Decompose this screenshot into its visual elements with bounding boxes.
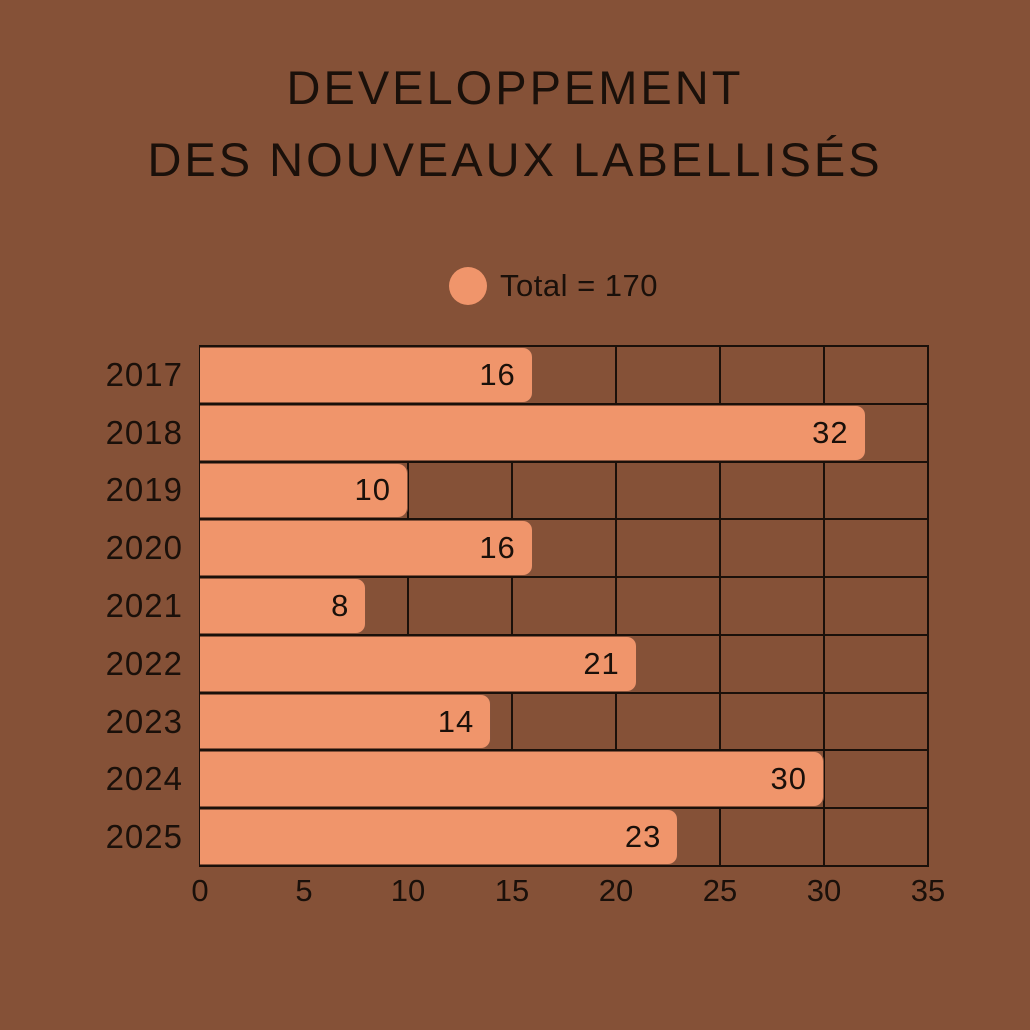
x-axis-tick-label: 10 [390,873,426,908]
x-gridline [927,346,929,866]
year-label: 2023 [105,702,183,740]
bar-2024: 30 [200,751,824,808]
x-axis-tick-label: 5 [295,873,313,908]
x-gridline [823,346,825,866]
row-gridline [199,518,929,521]
legend-swatch-circle [449,267,487,305]
legend: Total = 170 [449,267,658,305]
bar-value-label: 21 [583,645,620,681]
row-gridline [199,402,929,405]
x-axis-tick-label: 20 [598,873,634,908]
year-label: 2024 [105,760,183,798]
year-label: 2025 [105,818,183,856]
x-gridline [407,346,409,866]
bar-value-label: 8 [331,587,350,623]
row-gridline [199,749,929,752]
row-gridline [199,865,929,867]
x-gridline [719,346,721,866]
year-label: 2018 [105,413,183,451]
x-axis-tick-label: 15 [494,873,530,908]
x-axis-tick-label: 0 [191,873,209,908]
bar-2021: 8 [200,578,367,634]
x-gridline [511,346,513,866]
bar-value-label: 32 [812,414,849,450]
x-axis-tick-label: 30 [806,873,842,908]
year-label: 2019 [105,471,183,509]
x-axis-tick-label: 35 [910,873,946,908]
year-label: 2020 [105,529,183,567]
row-gridline [199,460,929,463]
x-axis-tick-label: 25 [702,873,738,908]
bar-value-label: 16 [479,356,516,392]
bar-value-label: 16 [479,530,516,566]
chart-title-line1: DEVELOPPEMENT [286,61,744,114]
chart-title: DEVELOPPEMENT DES NOUVEAUX LABELLISÉS [0,52,1030,196]
bar-2017: 16 [200,347,533,403]
row-gridline [199,633,929,636]
bar-2025: 23 [200,809,679,865]
year-label: 2021 [105,586,183,624]
row-gridline [199,691,929,694]
bar-2018: 32 [200,404,866,461]
year-label: 2022 [105,644,183,682]
year-label: 2017 [105,355,183,393]
row-gridline [199,576,929,579]
bar-2022: 21 [200,635,637,692]
row-gridline [199,345,929,347]
bar-value-label: 14 [437,703,475,739]
bar-2019: 10 [200,462,408,519]
bar-value-label: 23 [624,819,662,855]
x-gridline [615,346,617,866]
bar-value-label: 30 [770,761,807,797]
bar-2020: 16 [200,520,533,577]
bar-value-label: 10 [354,472,391,508]
legend-label: Total = 170 [500,268,659,303]
chart-title-line2: DES NOUVEAUX LABELLISÉS [147,133,883,186]
bar-2023: 14 [200,693,492,750]
row-gridline [199,807,929,810]
